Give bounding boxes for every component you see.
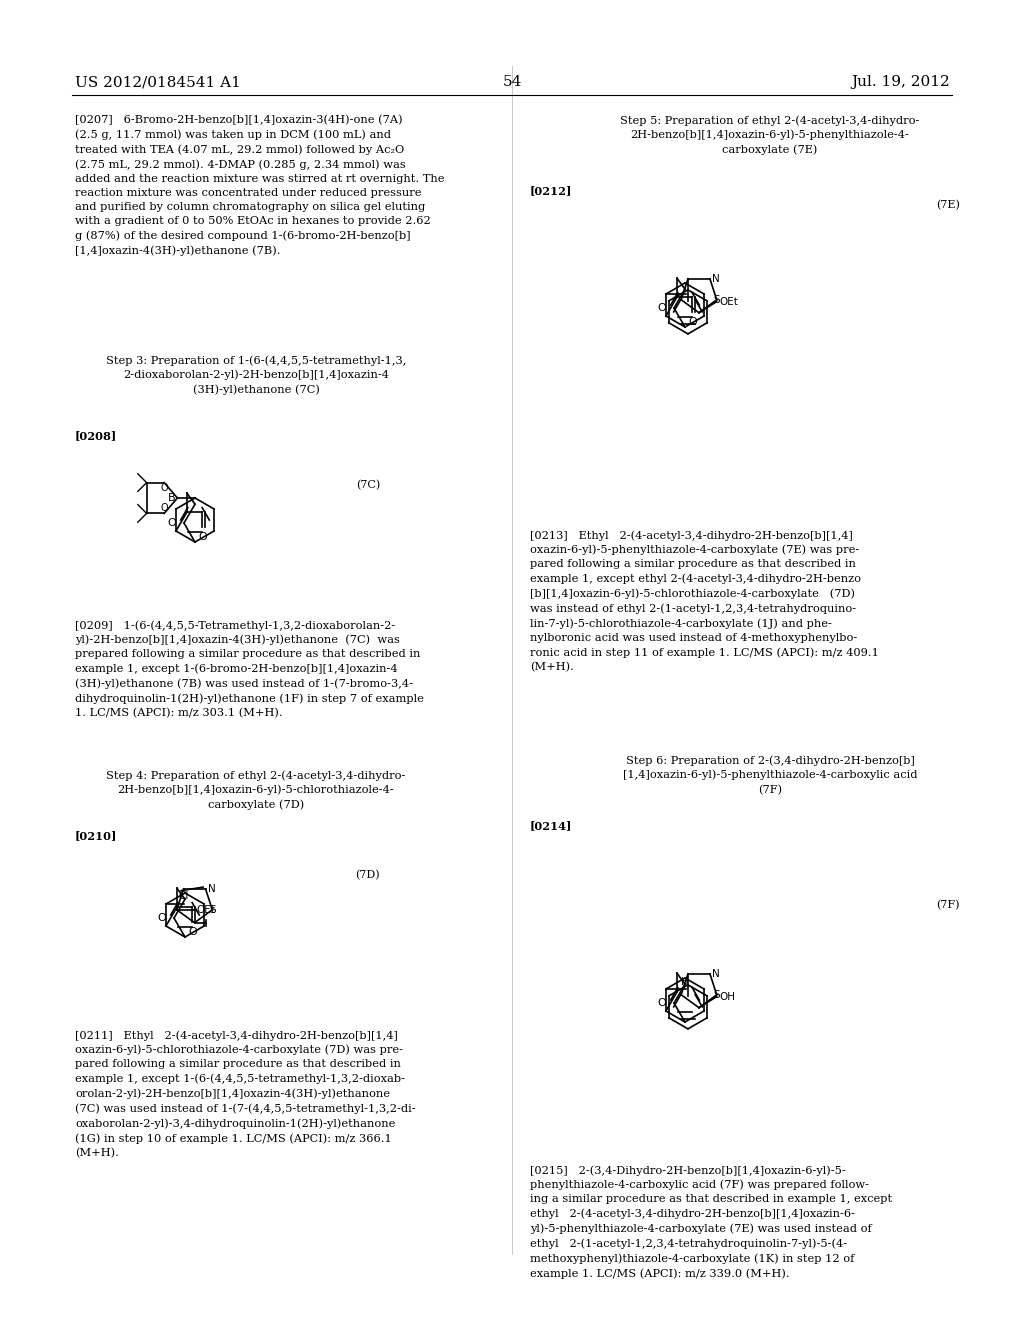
Text: Step 4: Preparation of ethyl 2-(4-acetyl-3,4-dihydro-
2H-benzo[b][1,4]oxazin-6-y: Step 4: Preparation of ethyl 2-(4-acetyl… xyxy=(106,770,406,810)
Text: H: H xyxy=(681,977,688,987)
Text: B: B xyxy=(168,492,175,503)
Text: N: N xyxy=(208,884,215,894)
Text: S: S xyxy=(209,904,216,915)
Text: O: O xyxy=(161,483,168,492)
Text: OH: OH xyxy=(720,991,735,1002)
Text: [0208]: [0208] xyxy=(75,430,118,441)
Text: O: O xyxy=(188,927,197,937)
Text: [0207]   6-Bromo-2H-benzo[b][1,4]oxazin-3(4H)-one (7A)
(2.5 g, 11.7 mmol) was ta: [0207] 6-Bromo-2H-benzo[b][1,4]oxazin-3(… xyxy=(75,115,444,256)
Text: US 2012/0184541 A1: US 2012/0184541 A1 xyxy=(75,75,241,88)
Text: Step 6: Preparation of 2-(3,4-dihydro-2H-benzo[b]
[1,4]oxazin-6-yl)-5-phenylthia: Step 6: Preparation of 2-(3,4-dihydro-2H… xyxy=(623,755,918,795)
Text: Step 3: Preparation of 1-(6-(4,4,5,5-tetramethyl-1,3,
2-dioxaborolan-2-yl)-2H-be: Step 3: Preparation of 1-(6-(4,4,5,5-tet… xyxy=(105,355,407,395)
Text: (7F): (7F) xyxy=(937,900,961,911)
Text: S: S xyxy=(714,294,720,305)
Text: [0212]: [0212] xyxy=(530,185,572,195)
Text: (7D): (7D) xyxy=(355,870,380,880)
Text: [0215]   2-(3,4-Dihydro-2H-benzo[b][1,4]oxazin-6-yl)-5-
phenylthiazole-4-carboxy: [0215] 2-(3,4-Dihydro-2H-benzo[b][1,4]ox… xyxy=(530,1166,892,1279)
Text: O: O xyxy=(167,517,176,528)
Text: [0210]: [0210] xyxy=(75,830,118,841)
Text: (7C): (7C) xyxy=(355,480,380,490)
Text: Jul. 19, 2012: Jul. 19, 2012 xyxy=(851,75,950,88)
Text: O: O xyxy=(657,998,666,1008)
Text: Cl: Cl xyxy=(178,891,188,900)
Text: OEt: OEt xyxy=(197,904,215,915)
Text: O: O xyxy=(161,503,168,513)
Text: (7E): (7E) xyxy=(936,201,961,210)
Text: [0214]: [0214] xyxy=(530,820,572,832)
Text: [0211]   Ethyl   2-(4-acetyl-3,4-dihydro-2H-benzo[b][1,4]
oxazin-6-yl)-5-chlorot: [0211] Ethyl 2-(4-acetyl-3,4-dihydro-2H-… xyxy=(75,1030,416,1158)
Text: S: S xyxy=(714,990,720,999)
Text: N: N xyxy=(712,969,720,979)
Text: O: O xyxy=(198,532,207,543)
Text: [0209]   1-(6-(4,4,5,5-Tetramethyl-1,3,2-dioxaborolan-2-
yl)-2H-benzo[b][1,4]oxa: [0209] 1-(6-(4,4,5,5-Tetramethyl-1,3,2-d… xyxy=(75,620,424,718)
Text: 54: 54 xyxy=(503,75,521,88)
Text: O: O xyxy=(688,317,696,327)
Text: N: N xyxy=(712,273,720,284)
Text: [0213]   Ethyl   2-(4-acetyl-3,4-dihydro-2H-benzo[b][1,4]
oxazin-6-yl)-5-phenylt: [0213] Ethyl 2-(4-acetyl-3,4-dihydro-2H-… xyxy=(530,531,879,672)
Text: O: O xyxy=(657,304,666,313)
Text: Step 5: Preparation of ethyl 2-(4-acetyl-3,4-dihydro-
2H-benzo[b][1,4]oxazin-6-y: Step 5: Preparation of ethyl 2-(4-acetyl… xyxy=(621,115,920,156)
Text: O: O xyxy=(158,913,166,923)
Text: OEt: OEt xyxy=(720,297,738,306)
